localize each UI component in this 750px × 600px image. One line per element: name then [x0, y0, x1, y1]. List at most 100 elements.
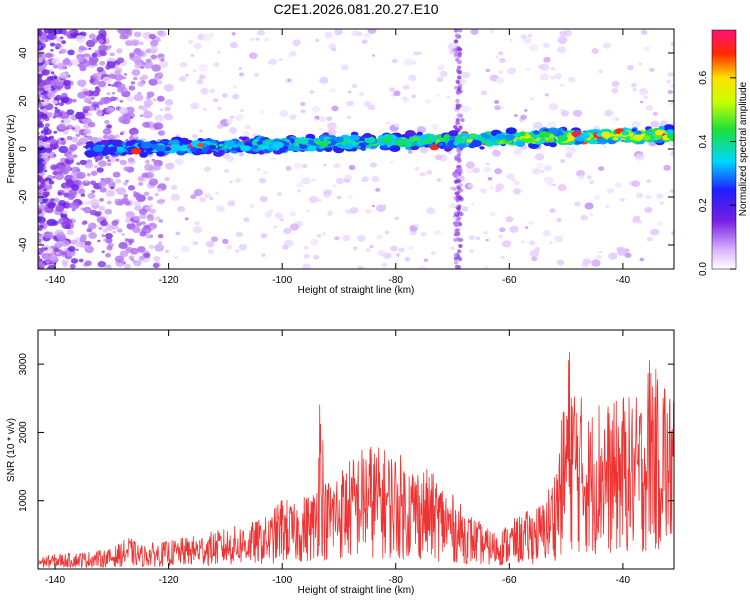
- heat-cell: [82, 180, 91, 187]
- heat-cell: [578, 175, 585, 180]
- heat-cell: [71, 166, 80, 174]
- heat-cell: [97, 80, 107, 88]
- heat-cell: [554, 73, 563, 80]
- y-tick-label: 3000: [18, 353, 29, 376]
- heat-cell: [38, 247, 44, 256]
- heat-cell: [90, 170, 98, 176]
- heat-cell: [133, 76, 138, 81]
- heat-cell: [58, 123, 67, 130]
- heat-cell: [43, 126, 49, 131]
- heat-cell: [614, 85, 619, 89]
- heat-cell: [438, 142, 444, 146]
- heat-cell: [289, 241, 294, 245]
- heat-cell: [557, 184, 567, 192]
- heat-cell: [53, 75, 58, 80]
- heat-cell: [455, 90, 461, 95]
- heat-cell: [363, 101, 372, 108]
- heat-cell: [158, 219, 164, 223]
- heat-cell: [185, 73, 190, 77]
- heat-cell: [143, 252, 151, 259]
- heat-cell: [80, 234, 87, 240]
- heat-cell: [311, 178, 316, 182]
- heat-cell: [471, 136, 478, 140]
- heat-cell: [66, 109, 75, 116]
- heat-cell: [120, 32, 126, 37]
- heat-cell: [505, 127, 517, 135]
- heat-cell: [540, 169, 545, 174]
- heat-cell: [127, 112, 136, 119]
- heat-cell: [62, 79, 71, 87]
- heat-cell: [389, 160, 394, 164]
- heat-cell: [50, 48, 54, 52]
- heat-cell: [455, 120, 460, 125]
- heat-cell: [102, 229, 108, 233]
- heat-cell: [62, 210, 68, 215]
- heat-cell: [470, 29, 479, 35]
- heat-cell: [151, 64, 161, 72]
- heat-cell: [38, 255, 41, 260]
- heat-cell: [184, 217, 189, 221]
- heat-cell: [361, 176, 370, 183]
- heat-cell: [495, 183, 505, 191]
- heat-cell: [38, 112, 46, 118]
- heat-cell: [44, 247, 48, 250]
- x-tick-label: -60: [502, 275, 517, 286]
- heat-cell: [334, 136, 344, 143]
- heat-cell: [142, 108, 148, 112]
- heat-cell: [104, 208, 113, 215]
- heat-cell: [565, 152, 573, 158]
- y-tick-label: -40: [18, 237, 29, 252]
- heat-cell: [83, 206, 92, 214]
- heat-cell: [425, 139, 434, 145]
- heat-cell: [164, 177, 170, 182]
- x-tick-label: -40: [616, 575, 631, 586]
- heat-cell: [461, 206, 469, 212]
- heat-cell: [416, 131, 423, 136]
- heat-cell: [163, 84, 174, 92]
- heat-cell: [69, 144, 78, 151]
- heat-cell: [455, 191, 461, 195]
- heat-cell: [524, 109, 528, 112]
- heat-cell: [574, 201, 581, 207]
- heat-cell: [115, 178, 122, 184]
- heat-cell: [559, 83, 564, 88]
- heat-cell: [656, 193, 664, 199]
- heat-cell: [560, 109, 565, 112]
- heat-cell: [97, 112, 103, 117]
- heat-cell: [360, 147, 366, 151]
- heat-cell: [53, 130, 58, 134]
- heat-cell: [285, 139, 291, 143]
- heat-cell: [165, 249, 169, 253]
- heat-cell: [134, 205, 142, 211]
- heat-cell: [605, 205, 610, 208]
- heat-cell: [179, 75, 187, 82]
- heat-cell: [99, 197, 104, 202]
- x-tick-label: -140: [45, 275, 65, 286]
- heat-cell: [49, 255, 58, 262]
- heat-cell: [249, 204, 255, 208]
- heat-cell: [453, 222, 459, 227]
- heat-cell: [67, 49, 75, 56]
- heat-cell: [38, 241, 42, 246]
- heat-cell: [137, 81, 145, 87]
- heat-cell: [666, 79, 672, 84]
- heat-cell: [235, 178, 241, 183]
- heat-cell: [358, 137, 365, 142]
- heat-cell: [70, 59, 80, 66]
- heat-cell: [414, 166, 420, 171]
- heat-cell: [381, 262, 388, 267]
- heat-cell: [644, 194, 652, 200]
- heat-cell: [50, 71, 55, 75]
- heat-cell: [234, 114, 244, 122]
- heat-cell: [279, 110, 289, 117]
- heat-cell: [235, 231, 243, 238]
- x-tick-label: -80: [389, 575, 404, 586]
- heat-cell: [384, 139, 392, 144]
- heat-cell: [165, 162, 175, 170]
- heat-cell: [88, 232, 97, 239]
- heat-cell: [88, 47, 92, 50]
- heat-cell: [75, 111, 86, 120]
- heat-cell: [70, 136, 79, 143]
- heat-cell: [248, 52, 258, 59]
- heat-cell: [416, 141, 424, 146]
